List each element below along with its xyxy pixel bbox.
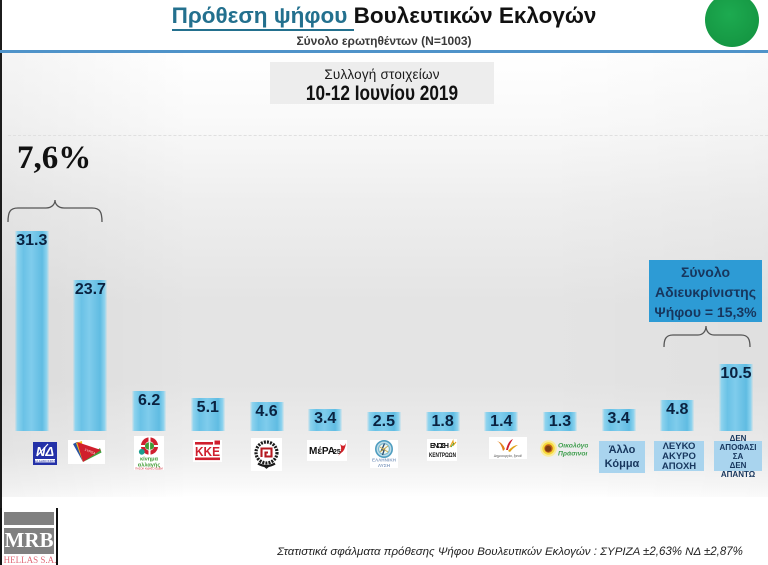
svg-text:ΕΛΛΗΝΙΚΗ: ΕΛΛΗΝΙΚΗ — [372, 458, 397, 463]
svg-text:Δημιουργία, ξανά!: Δημιουργία, ξανά! — [494, 454, 522, 458]
svg-text:ΛΥΣΗ: ΛΥΣΗ — [378, 463, 391, 468]
svg-text:ΜέΡΑ: ΜέΡΑ — [309, 446, 335, 457]
svg-text:25: 25 — [333, 449, 341, 456]
svg-text:ΝΕΑ ΔΗΜΟΚΡΑΤΙΑ: ΝΕΑ ΔΗΜΟΚΡΑΤΙΑ — [33, 459, 57, 463]
svg-text:αλλαγής: αλλαγής — [138, 463, 161, 469]
svg-text:Πράσινοι: Πράσινοι — [558, 451, 588, 458]
svg-text:ΚΕΝΤΡΩΩΝ: ΚΕΝΤΡΩΩΝ — [429, 452, 456, 459]
svg-text:ΝΔ: ΝΔ — [36, 444, 54, 459]
svg-text:ΠΑΣΟΚ ΚΙΔΗΣΟ ΕΔΕΜ: ΠΑΣΟΚ ΚΙΔΗΣΟ ΕΔΕΜ — [135, 467, 162, 471]
svg-text:ΕΝΩΣΗ: ΕΝΩΣΗ — [430, 441, 449, 450]
svg-text:κίνημα: κίνημα — [140, 457, 159, 463]
svg-text:Οικολόγοι: Οικολόγοι — [558, 442, 588, 450]
svg-text:ΚΚΕ: ΚΚΕ — [195, 444, 220, 459]
svg-text:ΣΥΡΙΖΑ: ΣΥΡΙΖΑ — [84, 448, 97, 456]
